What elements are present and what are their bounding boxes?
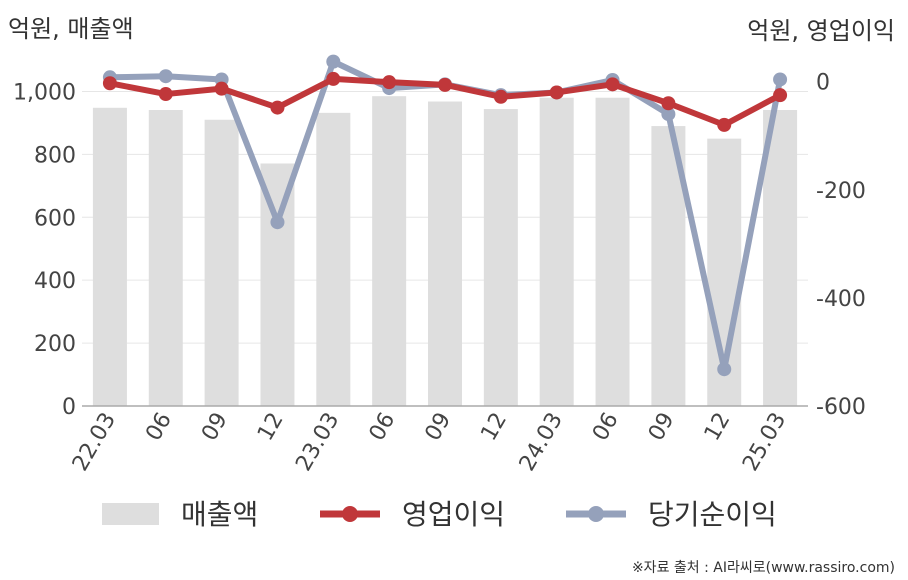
point-operating — [493, 89, 508, 104]
right-tick-label: -400 — [816, 287, 866, 312]
x-tick-label: 12 — [700, 409, 736, 446]
right-axis-title: 억원, 영업이익 — [747, 17, 895, 45]
x-axis-ticks: 22.03 06 09 12 23.03 06 09 12 24.03 06 09 12 25.03 — [68, 409, 791, 476]
right-axis-ticks: 0 -200 -400 -600 — [816, 71, 866, 420]
bar-revenue — [204, 119, 239, 406]
point-net — [270, 215, 285, 230]
point-operating — [102, 76, 117, 91]
bar-revenue — [316, 112, 351, 407]
x-tick-label: 12 — [253, 409, 289, 446]
point-net — [661, 107, 676, 122]
point-operating — [326, 71, 341, 86]
point-net — [158, 69, 173, 84]
x-tick-label: 25.03 — [738, 409, 791, 476]
bar-revenue — [539, 97, 574, 406]
left-tick-label: 1,000 — [13, 80, 76, 105]
x-tick-label: 09 — [644, 409, 680, 446]
point-operating — [717, 117, 732, 132]
point-operating — [270, 100, 285, 115]
legend-marker-operating — [342, 506, 358, 522]
point-net — [773, 72, 788, 87]
source-note: ※자료 출처 : AI라씨로(www.rassiro.com) — [632, 560, 895, 576]
point-operating — [214, 81, 229, 96]
left-axis-ticks: 0 200 400 600 800 1,000 — [13, 80, 76, 420]
x-tick-label: 06 — [365, 409, 401, 446]
left-tick-label: 200 — [34, 332, 76, 357]
bar-revenue — [483, 109, 518, 406]
point-operating — [549, 85, 564, 100]
x-tick-label: 09 — [197, 409, 233, 446]
bars-revenue — [92, 96, 798, 407]
point-net — [326, 54, 341, 69]
point-operating — [438, 77, 452, 92]
right-tick-label: 0 — [816, 71, 830, 96]
point-operating — [605, 77, 620, 92]
x-tick-label: 12 — [476, 409, 512, 446]
legend-label-revenue: 매출액 — [181, 498, 258, 531]
bar-revenue — [428, 101, 462, 407]
point-net — [717, 362, 732, 377]
legend: 매출액 영업이익 당기순이익 — [102, 498, 777, 531]
bar-revenue — [595, 97, 630, 406]
bar-revenue — [148, 110, 183, 406]
x-tick-label: 23.03 — [291, 409, 344, 476]
bar-revenue — [372, 96, 407, 406]
point-operating — [382, 75, 397, 90]
legend-marker-net — [588, 506, 604, 522]
x-tick-label: 06 — [588, 409, 624, 446]
left-axis-title: 억원, 매출액 — [8, 15, 134, 43]
left-tick-label: 600 — [34, 206, 76, 231]
x-tick-label: 24.03 — [515, 409, 568, 476]
bar-revenue — [92, 107, 127, 406]
right-tick-label: -200 — [816, 179, 866, 204]
bar-revenue — [260, 163, 295, 406]
legend-label-operating: 영업이익 — [402, 498, 505, 531]
left-tick-label: 800 — [34, 143, 76, 168]
bar-revenue — [763, 110, 798, 406]
left-tick-label: 400 — [34, 269, 76, 294]
right-tick-label: -600 — [816, 395, 866, 420]
x-tick-label: 09 — [421, 409, 457, 446]
legend-swatch-revenue — [102, 503, 159, 525]
point-operating — [773, 88, 788, 103]
point-operating — [661, 96, 676, 111]
x-tick-label: 06 — [141, 409, 177, 446]
point-operating — [158, 87, 173, 102]
left-tick-label: 0 — [62, 395, 76, 420]
lines — [102, 54, 788, 377]
legend-label-net: 당기순이익 — [648, 498, 777, 531]
